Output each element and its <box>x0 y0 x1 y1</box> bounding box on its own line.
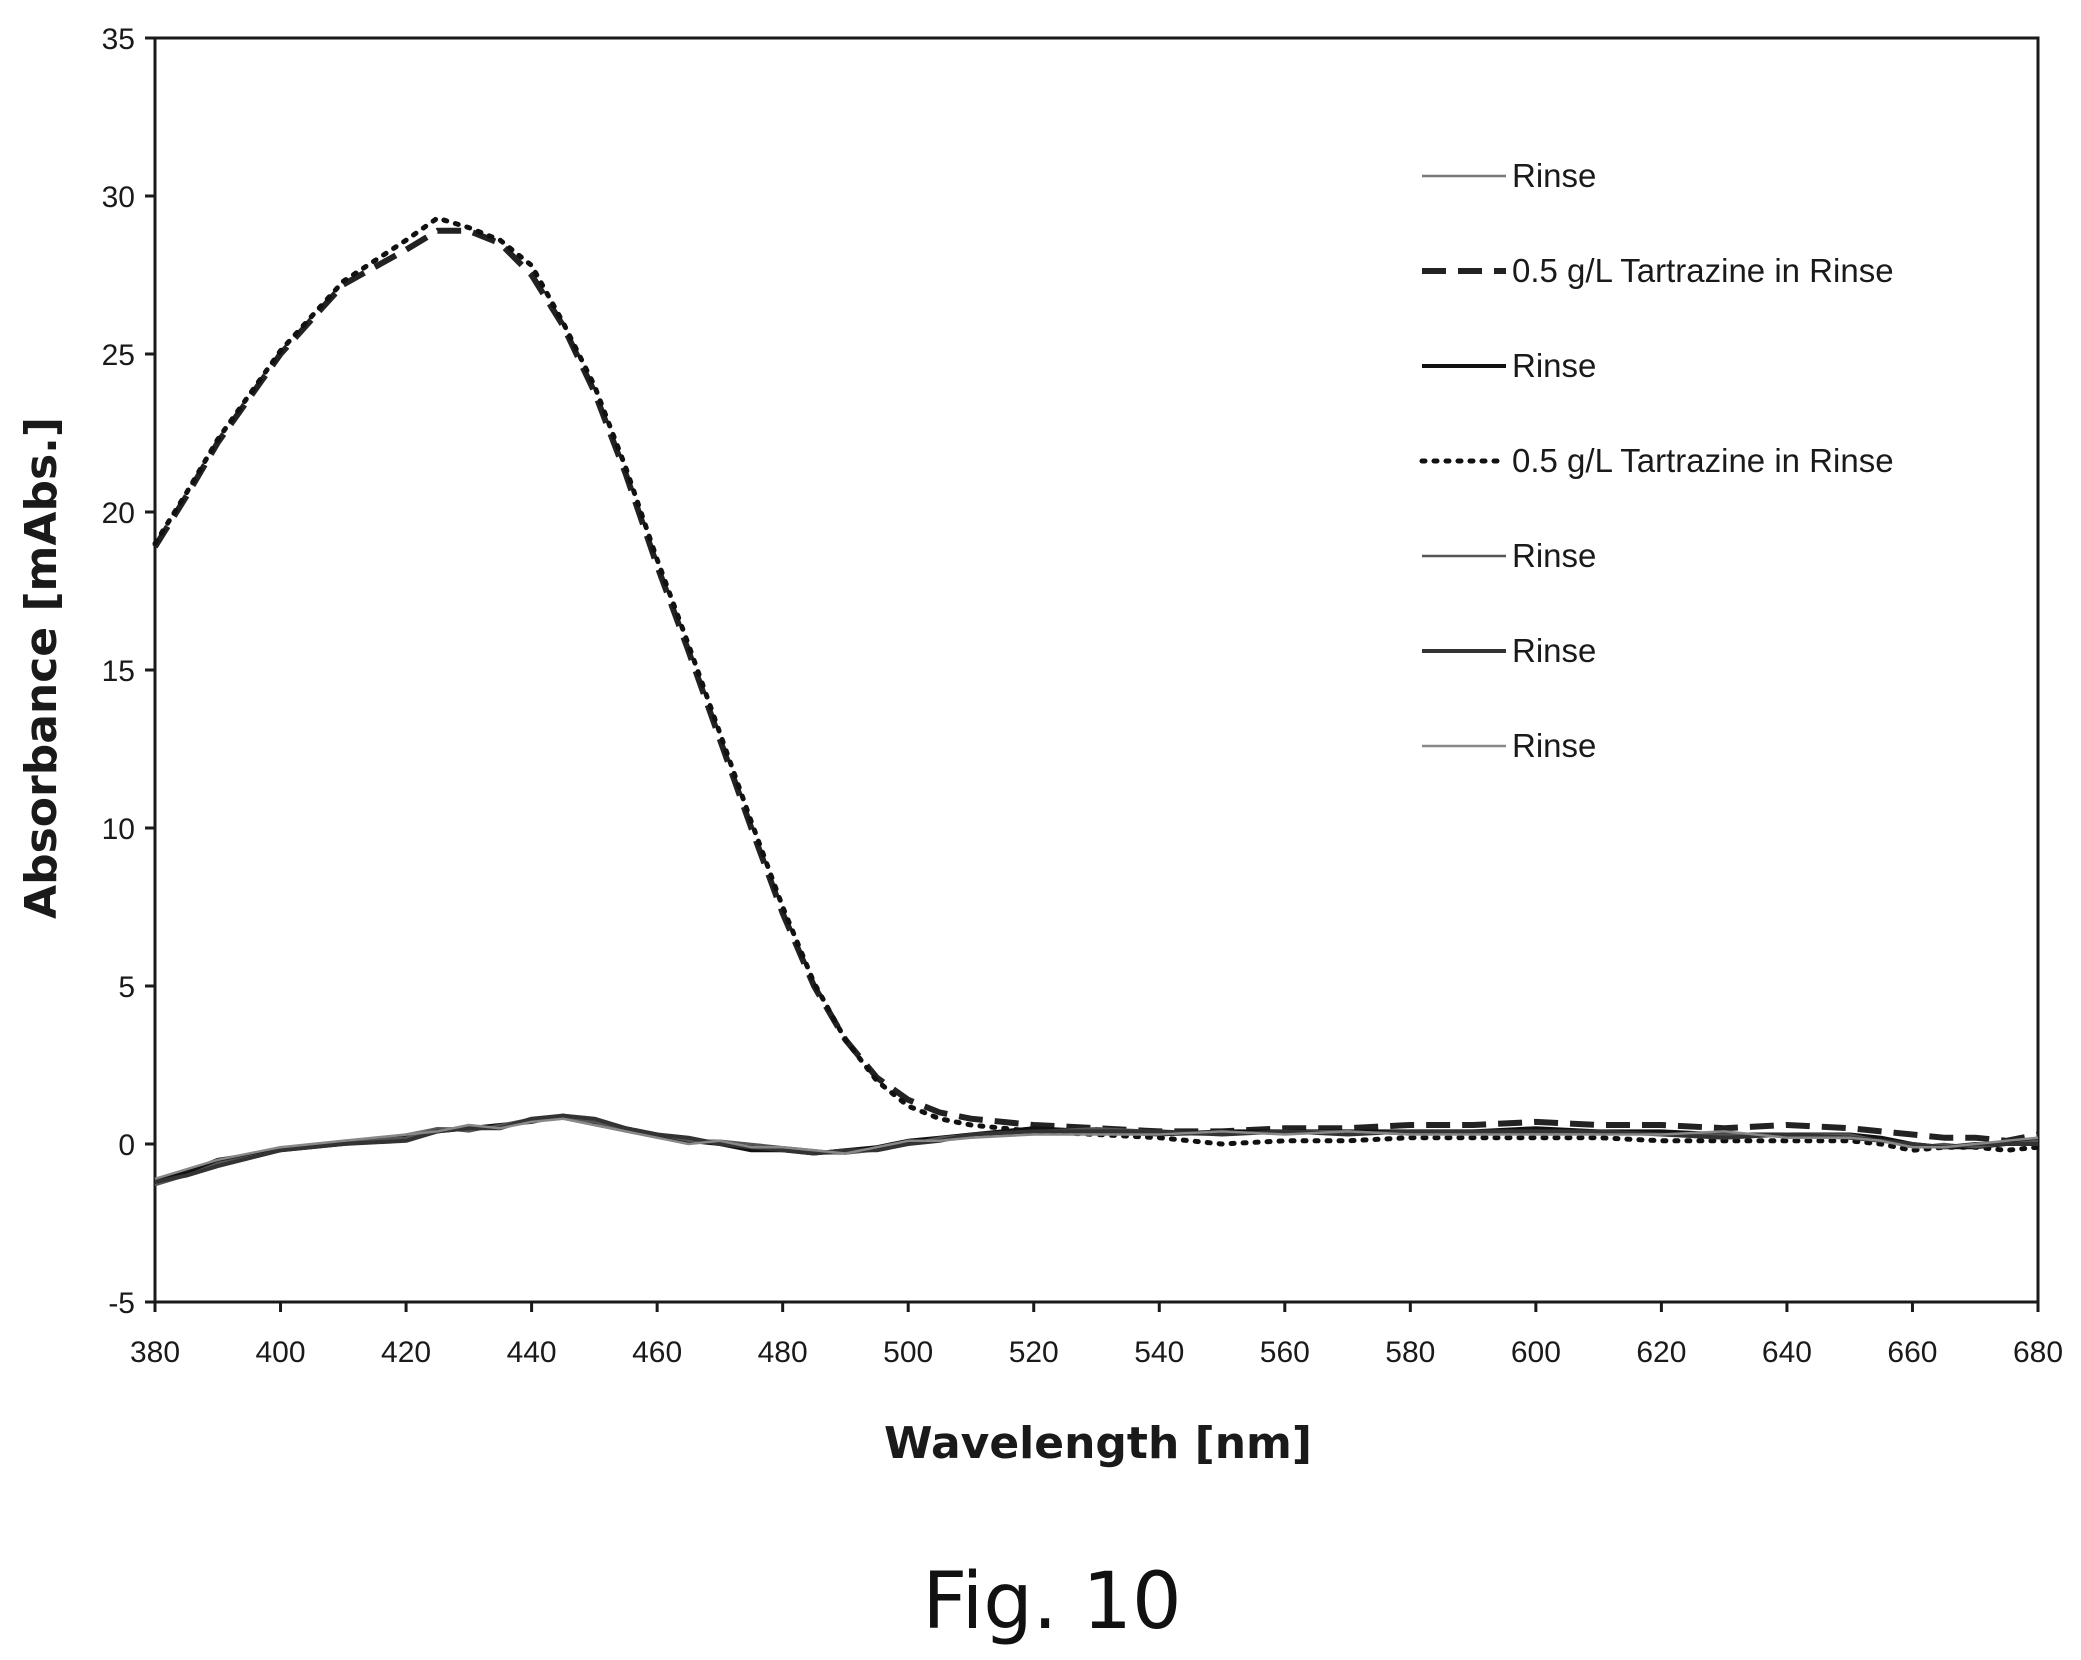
legend-label-4: 0.5 g/L Tartrazine in Rinse <box>1512 442 1894 479</box>
x-tick-label: 680 <box>2013 1336 2063 1369</box>
legend-label-7: Rinse <box>1512 727 1596 764</box>
y-tick-label: 25 <box>102 339 135 372</box>
series-line-6 <box>154 1113 2038 1184</box>
legend-label-5: Rinse <box>1512 537 1596 574</box>
x-tick-label: 480 <box>758 1336 808 1369</box>
y-tick-label: 10 <box>102 813 135 846</box>
series-layer <box>152 215 2041 1187</box>
x-tick-label: 580 <box>1385 1336 1435 1369</box>
y-tick-label: 35 <box>102 23 135 56</box>
y-tick-label: 20 <box>102 497 135 530</box>
x-axis-title: Wavelength [nm] <box>884 1418 1312 1469</box>
x-tick-label: 520 <box>1009 1336 1059 1369</box>
y-tick-label: 30 <box>102 181 135 214</box>
x-tick-label: 500 <box>883 1336 933 1369</box>
series-line-2 <box>152 227 2039 1144</box>
legend-label-1: Rinse <box>1512 157 1596 194</box>
x-tick-label: 600 <box>1511 1336 1561 1369</box>
y-tick-label: 5 <box>118 971 135 1004</box>
legend-label-2: 0.5 g/L Tartrazine in Rinse <box>1512 252 1894 289</box>
x-tick-label: 440 <box>507 1336 557 1369</box>
plot-frame <box>153 36 2040 1304</box>
x-tick-label: 460 <box>632 1336 682 1369</box>
legend: Rinse 0.5 g/L Tartrazine in Rinse Rinse 0.5… <box>1419 157 1894 764</box>
legend-label-6: Rinse <box>1512 632 1596 669</box>
x-tick-label: 640 <box>1762 1336 1812 1369</box>
y-axis: -5 0 5 10 15 20 25 30 35 <box>102 23 155 1320</box>
x-tick-label: 380 <box>130 1336 180 1369</box>
y-tick-label: 0 <box>118 1129 135 1162</box>
y-axis-title: Absorbance [mAbs.] <box>16 417 67 919</box>
x-tick-label: 660 <box>1887 1336 1937 1369</box>
y-tick-label: -5 <box>108 1287 135 1320</box>
legend-label-3: Rinse <box>1512 347 1596 384</box>
x-axis: 380 400 420 440 460 480 500 520 540 560 580 600 620 6… <box>130 1302 2063 1369</box>
x-tick-label: 540 <box>1134 1336 1184 1369</box>
x-tick-label: 560 <box>1260 1336 1310 1369</box>
series-line-4 <box>152 215 2041 1153</box>
x-tick-label: 420 <box>381 1336 431 1369</box>
figure-caption: Fig. 10 <box>922 1557 1181 1647</box>
x-tick-label: 400 <box>256 1336 306 1369</box>
y-tick-label: 15 <box>102 655 135 688</box>
series-line-7 <box>154 1117 2039 1180</box>
x-tick-label: 620 <box>1636 1336 1686 1369</box>
